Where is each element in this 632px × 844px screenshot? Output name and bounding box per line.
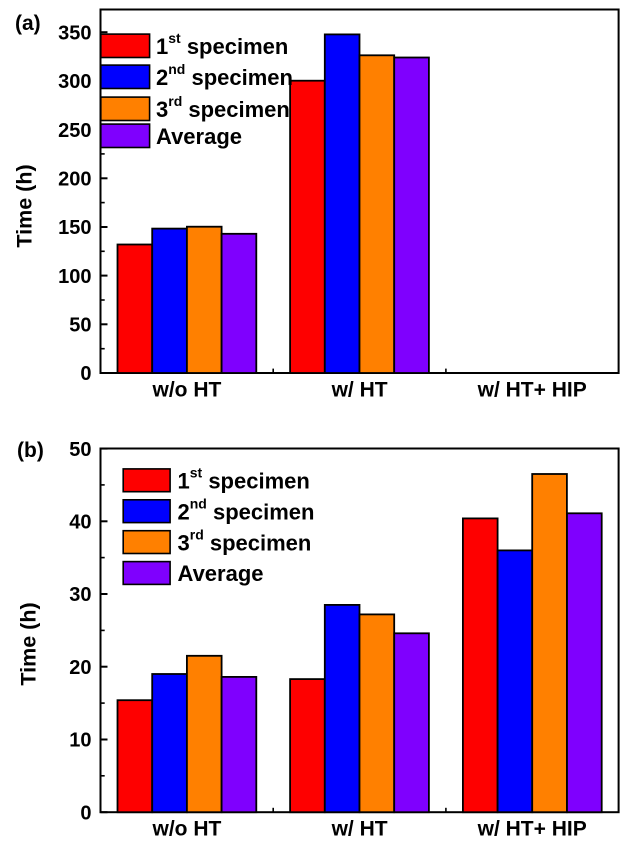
svg-text:200: 200 [58,169,91,191]
svg-text:w/ HT+ HIP: w/ HT+ HIP [477,379,587,402]
svg-text:30: 30 [69,584,91,606]
svg-text:Time (h): Time (h) [17,602,41,685]
svg-text:250: 250 [58,120,91,142]
svg-text:w/o HT: w/o HT [151,379,221,402]
svg-text:(a): (a) [15,12,41,35]
svg-text:w/ HT: w/ HT [331,379,388,402]
svg-text:Average: Average [156,124,242,149]
svg-text:100: 100 [58,266,91,288]
svg-text:w/ HT+ HIP: w/ HT+ HIP [477,818,587,841]
svg-text:50: 50 [69,439,91,461]
svg-text:40: 40 [69,512,91,534]
svg-text:20: 20 [69,657,91,679]
svg-text:10: 10 [69,730,91,752]
svg-text:Time (h): Time (h) [13,164,37,247]
svg-text:150: 150 [58,217,91,239]
svg-text:Average: Average [178,561,264,586]
svg-text:(b): (b) [17,439,44,462]
svg-text:2nd specimen: 2nd specimen [178,495,315,524]
svg-text:1st specimen: 1st specimen [156,30,288,59]
svg-text:0: 0 [80,802,91,824]
svg-text:w/ HT: w/ HT [331,818,388,841]
svg-text:2nd specimen: 2nd specimen [156,61,293,90]
svg-text:300: 300 [58,71,91,93]
svg-text:50: 50 [69,315,91,337]
svg-text:0: 0 [80,363,91,385]
svg-text:350: 350 [58,22,91,44]
svg-text:w/o HT: w/o HT [151,818,221,841]
